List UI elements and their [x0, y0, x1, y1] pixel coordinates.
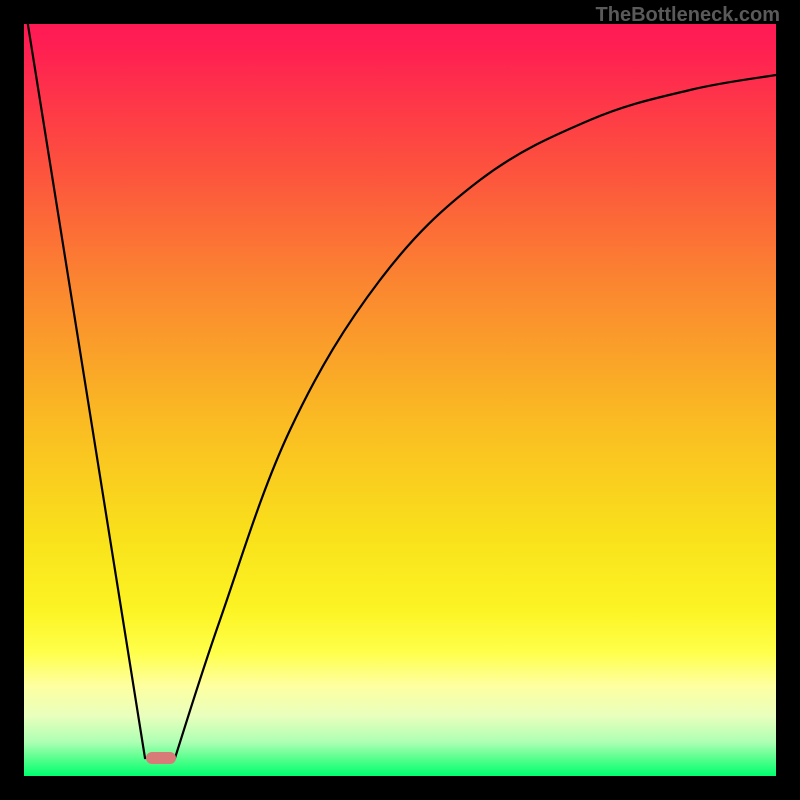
- plot-background: [24, 24, 776, 776]
- chart-svg: [0, 0, 800, 800]
- watermark-text: TheBottleneck.com: [596, 4, 780, 27]
- chart-container: TheBottleneck.com: [0, 0, 800, 800]
- minimum-marker: [146, 752, 176, 764]
